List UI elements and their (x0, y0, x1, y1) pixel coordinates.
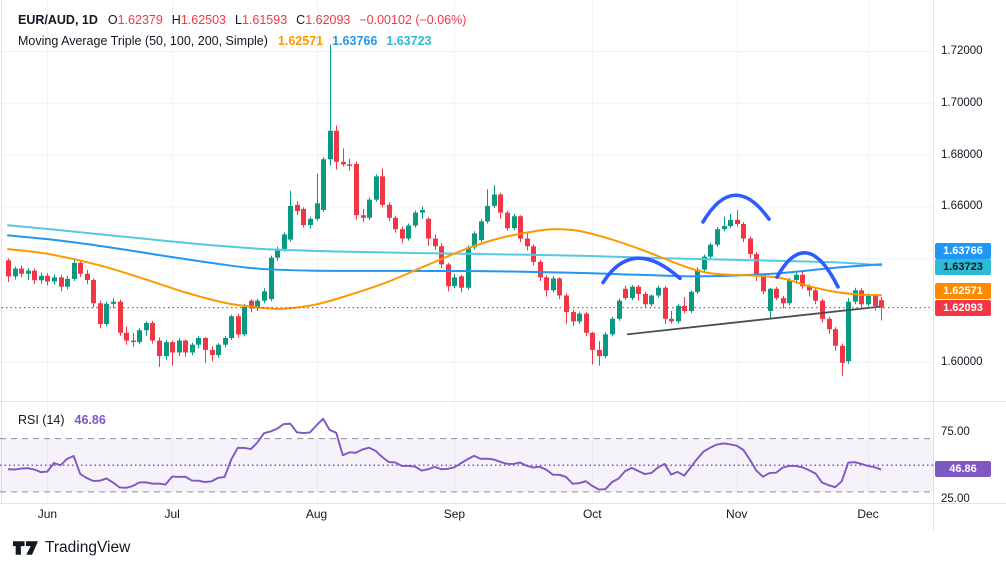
ohlc-open-value: 1.62379 (117, 13, 163, 27)
ma50-line (7, 228, 883, 310)
ma50-legend-value: 1.62571 (277, 34, 324, 48)
rsi-legend: RSI (14) 46.86 (18, 413, 106, 427)
time-axis-label-sep: Sep (443, 507, 466, 521)
ma100-legend-value: 1.63766 (332, 34, 378, 48)
rsi-legend-value: 46.86 (74, 413, 106, 427)
rsi-line (7, 417, 882, 491)
tradingview-link[interactable]: TradingView (13, 539, 130, 557)
time-axis-label-jul: Jul (164, 507, 180, 521)
trendline (626, 305, 881, 336)
tradingview-brand-text: TradingView (45, 539, 131, 556)
price-axis-label: 1.60000 (941, 355, 983, 368)
ohlc-low-label: L (235, 13, 242, 27)
price-axis-label: 1.72000 (941, 45, 983, 57)
ohlc-open-label: O (107, 13, 118, 27)
ma50-line-group (7, 228, 883, 310)
ma100-price-badge: 1.63766 (935, 242, 991, 259)
ohlc-high-label: H (171, 13, 181, 27)
pane-borders (0, 0, 1006, 530)
indicator-title[interactable]: Moving Average Triple (50, 100, 200, Sim… (18, 34, 268, 48)
symbol-title[interactable]: EUR/AUD, 1D (18, 13, 98, 27)
arc-annotation (601, 256, 682, 285)
price-axis-label: 1.66000 (941, 200, 983, 213)
arc-annotation (701, 193, 771, 224)
ma200-line (7, 224, 883, 267)
tradingview-logo-icon (13, 540, 38, 555)
price-axis-label: 1.70000 (941, 96, 983, 109)
ohlc-close-value: 1.62093 (305, 13, 351, 27)
ohlc-low-value: 1.61593 (241, 13, 288, 27)
time-axis-label-nov: Nov (726, 507, 748, 521)
ma200-legend-value: 1.63723 (386, 34, 432, 48)
time-axis-label-jun: Jun (37, 507, 58, 521)
ohlc-close-label: C (296, 13, 306, 27)
last-price-badge: 1.62093 (935, 300, 991, 317)
change-value: −0.00102 (−0.06%) (359, 13, 467, 27)
arc-annotation (775, 251, 840, 289)
trendline-group (626, 305, 881, 336)
time-axis-label-aug: Aug (305, 507, 328, 521)
ma50-price-badge: 1.62571 (935, 283, 991, 299)
indicator-row: Moving Average Triple (50, 100, 200, Sim… (18, 31, 466, 52)
rsi-title[interactable]: RSI (14) (18, 413, 65, 427)
chart-legend: EUR/AUD, 1D O1.62379 H1.62503 L1.61593 C1.62… (18, 10, 466, 52)
rsi-axis-label: 25.00 (941, 492, 970, 505)
arc-annotations (601, 193, 840, 289)
time-axis-label-dec: Dec (857, 507, 879, 521)
rsi-value-badge: 46.86 (935, 461, 991, 478)
candles-series (6, 44, 884, 377)
rsi-line-group (7, 417, 882, 491)
rsi-axis-label: 75.00 (941, 426, 970, 438)
symbol-row: EUR/AUD, 1D O1.62379 H1.62503 L1.61593 C1.62… (18, 10, 466, 31)
ma200-price-badge: 1.63723 (935, 258, 991, 275)
ohlc-high-value: 1.62503 (180, 13, 227, 27)
time-axis-label-oct: Oct (582, 507, 602, 521)
ma200-line-group (7, 224, 883, 267)
price-axis-label: 1.68000 (941, 148, 983, 161)
